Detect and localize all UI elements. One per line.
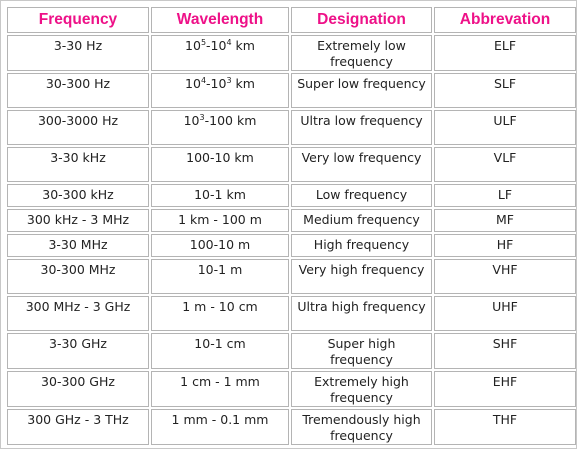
frequency-cell: 3-30 Hz bbox=[7, 35, 149, 71]
designation-cell: Low frequency bbox=[291, 184, 432, 207]
abbreviation-cell: VLF bbox=[434, 147, 576, 182]
table-row: 3-30 Hz 105-104 km Extremely low frequency… bbox=[7, 35, 576, 71]
frequency-cell: 3-30 GHz bbox=[7, 333, 149, 369]
designation-cell: Ultra high frequency bbox=[291, 296, 432, 331]
wavelength-cell: 104-103 km bbox=[151, 73, 289, 108]
designation-cell: Very low frequency bbox=[291, 147, 432, 182]
designation-cell: Tremendously high frequency bbox=[291, 409, 432, 445]
frequency-cell: 30-300 MHz bbox=[7, 259, 149, 294]
header-wavelength: Wavelength bbox=[151, 7, 289, 33]
exponent: 5 bbox=[200, 38, 207, 47]
table-body: 3-30 Hz 105-104 km Extremely low frequency… bbox=[7, 35, 576, 445]
abbreviation-cell: THF bbox=[434, 409, 576, 445]
abbreviation-cell: SLF bbox=[434, 73, 576, 108]
wavelength-cell: 1 km - 100 m bbox=[151, 209, 289, 232]
exponent: 3 bbox=[226, 76, 232, 85]
abbreviation-cell: VHF bbox=[434, 259, 576, 294]
designation-cell: Medium frequency bbox=[291, 209, 432, 232]
table-header-row: Frequency Wavelength Designation Abbreva… bbox=[7, 7, 576, 33]
frequency-cell: 3-30 MHz bbox=[7, 234, 149, 257]
exponent: 3 bbox=[199, 113, 205, 122]
frequency-cell: 300 GHz - 3 THz bbox=[7, 409, 149, 445]
table-row: 3-30 MHz 100-10 m High frequency HF bbox=[7, 234, 576, 257]
abbreviation-cell: UHF bbox=[434, 296, 576, 331]
wavelength-cell: 1 cm - 1 mm bbox=[151, 371, 289, 407]
table-row: 300-3000 Hz 103-100 km Ultra low frequency… bbox=[7, 110, 576, 145]
table-row: 300 GHz - 3 THz 1 mm - 0.1 mm Tremendously… bbox=[7, 409, 576, 445]
abbreviation-cell: MF bbox=[434, 209, 576, 232]
frequency-cell: 300 kHz - 3 MHz bbox=[7, 209, 149, 232]
designation-cell: Very high frequency bbox=[291, 259, 432, 294]
wavelength-cell: 100-10 km bbox=[151, 147, 289, 182]
header-designation: Designation bbox=[291, 7, 432, 33]
exponent: 4 bbox=[200, 76, 207, 85]
table-row: 3-30 GHz 10-1 cm Super high frequency SHF bbox=[7, 333, 576, 369]
frequency-cell: 30-300 GHz bbox=[7, 371, 149, 407]
designation-cell: Extremely high frequency bbox=[291, 371, 432, 407]
header-frequency: Frequency bbox=[7, 7, 149, 33]
designation-cell: Extremely low frequency bbox=[291, 35, 432, 71]
wavelength-cell: 10-1 cm bbox=[151, 333, 289, 369]
abbreviation-cell: ELF bbox=[434, 35, 576, 71]
wavelength-cell: 100-10 m bbox=[151, 234, 289, 257]
abbreviation-cell: LF bbox=[434, 184, 576, 207]
wavelength-cell: 105-104 km bbox=[151, 35, 289, 71]
table-row: 30-300 GHz 1 cm - 1 mm Extremely high freq… bbox=[7, 371, 576, 407]
designation-cell: High frequency bbox=[291, 234, 432, 257]
wavelength-cell: 103-100 km bbox=[151, 110, 289, 145]
frequency-cell: 3-30 kHz bbox=[7, 147, 149, 182]
designation-cell: Super high frequency bbox=[291, 333, 432, 369]
table-row: 30-300 kHz 10-1 km Low frequency LF bbox=[7, 184, 576, 207]
table-row: 30-300 MHz 10-1 m Very high frequency VHF bbox=[7, 259, 576, 294]
abbreviation-cell: HF bbox=[434, 234, 576, 257]
abbreviation-cell: ULF bbox=[434, 110, 576, 145]
wavelength-cell: 10-1 m bbox=[151, 259, 289, 294]
table-row: 3-30 kHz 100-10 km Very low frequency VLF bbox=[7, 147, 576, 182]
table-row: 300 kHz - 3 MHz 1 km - 100 m Medium freque… bbox=[7, 209, 576, 232]
table-row: 30-300 Hz 104-103 km Super low frequency SL… bbox=[7, 73, 576, 108]
frequency-cell: 300 MHz - 3 GHz bbox=[7, 296, 149, 331]
header-abbreviation: Abbrevation bbox=[434, 7, 576, 33]
wavelength-cell: 10-1 km bbox=[151, 184, 289, 207]
frequency-cell: 30-300 kHz bbox=[7, 184, 149, 207]
wavelength-cell: 1 m - 10 cm bbox=[151, 296, 289, 331]
abbreviation-cell: EHF bbox=[434, 371, 576, 407]
frequency-cell: 30-300 Hz bbox=[7, 73, 149, 108]
designation-cell: Ultra low frequency bbox=[291, 110, 432, 145]
designation-cell: Super low frequency bbox=[291, 73, 432, 108]
exponent: 4 bbox=[226, 38, 232, 47]
frequency-cell: 300-3000 Hz bbox=[7, 110, 149, 145]
wavelength-cell: 1 mm - 0.1 mm bbox=[151, 409, 289, 445]
table-row: 300 MHz - 3 GHz 1 m - 10 cm Ultra high fre… bbox=[7, 296, 576, 331]
abbreviation-cell: SHF bbox=[434, 333, 576, 369]
frequency-bands-table: Frequency Wavelength Designation Abbreva… bbox=[5, 5, 577, 447]
